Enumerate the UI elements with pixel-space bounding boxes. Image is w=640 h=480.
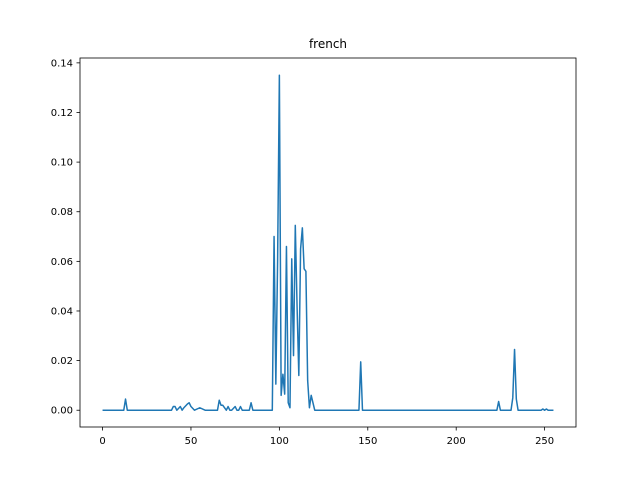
series-line [102, 74, 554, 411]
chart-title: french [309, 37, 347, 51]
plot-area [79, 57, 577, 428]
x-tick-label: 100 [270, 436, 289, 447]
x-tick-label: 250 [535, 436, 554, 447]
y-tick-label: 0.04 [51, 306, 73, 317]
y-axis: 0.00 0.02 0.04 0.06 0.08 0.10 0.12 0.14 [51, 58, 80, 417]
axes-frame [79, 57, 577, 428]
y-tick-label: 0.10 [51, 158, 73, 169]
x-tick-label: 50 [185, 436, 198, 447]
y-tick-label: 0.02 [51, 356, 73, 367]
y-tick-label: 0.14 [51, 58, 73, 69]
x-tick-label: 0 [99, 436, 105, 447]
x-tick-label: 200 [447, 436, 466, 447]
x-axis: 0 50 100 150 200 250 [99, 427, 554, 447]
y-tick-label: 0.06 [51, 257, 73, 268]
y-tick-label: 0.12 [51, 108, 73, 119]
x-tick-label: 150 [358, 436, 377, 447]
y-tick-label: 0.00 [51, 406, 73, 417]
y-tick-label: 0.08 [51, 207, 73, 218]
